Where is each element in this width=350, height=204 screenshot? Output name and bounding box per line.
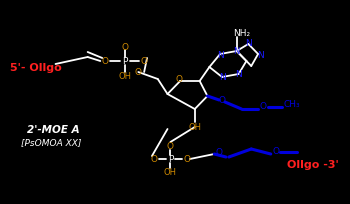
Text: CH₃: CH₃ xyxy=(284,100,301,109)
Text: O: O xyxy=(141,57,148,66)
Text: N: N xyxy=(217,50,224,59)
Text: OH: OH xyxy=(164,168,177,177)
Text: O: O xyxy=(150,155,158,164)
Text: 2'-MOE A: 2'-MOE A xyxy=(27,124,80,134)
Text: O: O xyxy=(135,68,142,77)
Text: Ollgo -3': Ollgo -3' xyxy=(287,159,339,169)
Text: O: O xyxy=(218,96,225,105)
Text: 5'- Ollgo: 5'- Ollgo xyxy=(10,63,62,73)
Text: P: P xyxy=(122,57,127,66)
Text: O: O xyxy=(216,148,223,157)
Text: O: O xyxy=(102,57,109,66)
Text: O: O xyxy=(272,147,279,156)
Text: N: N xyxy=(219,73,225,82)
Text: O: O xyxy=(167,142,174,151)
Text: [PsOMOA XX]: [PsOMOA XX] xyxy=(21,138,82,147)
Text: NH₂: NH₂ xyxy=(233,28,250,37)
Text: O: O xyxy=(259,102,266,111)
Text: P: P xyxy=(168,155,173,164)
Text: N: N xyxy=(245,39,252,48)
Text: N: N xyxy=(233,47,240,56)
Text: N: N xyxy=(235,70,242,79)
Text: N: N xyxy=(257,50,264,59)
Text: O: O xyxy=(176,75,183,84)
Text: OH: OH xyxy=(188,123,201,132)
Text: O: O xyxy=(183,155,190,164)
Text: OH: OH xyxy=(118,72,131,81)
Text: O: O xyxy=(121,42,128,51)
